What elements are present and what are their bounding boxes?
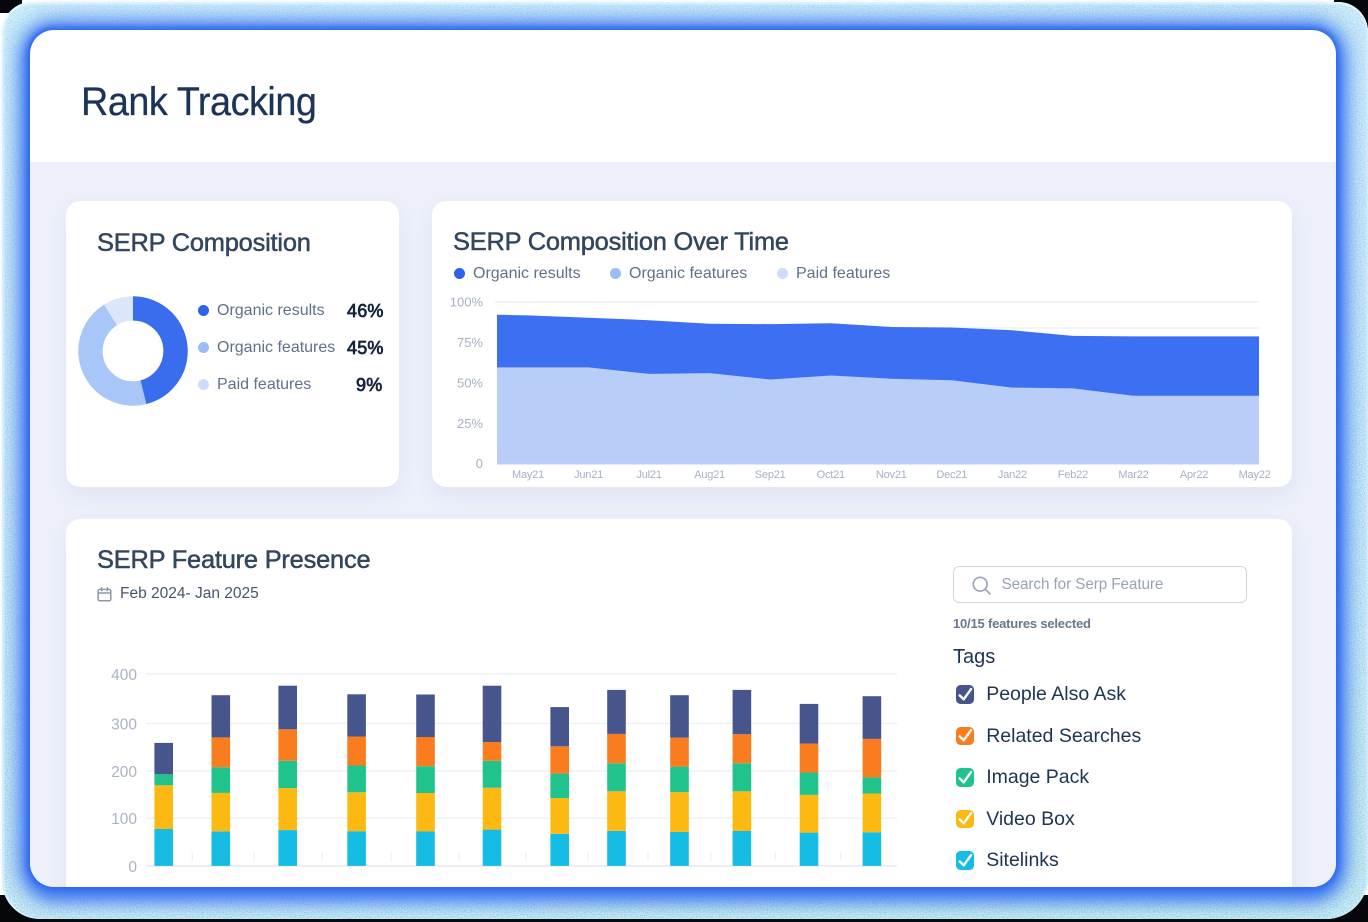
svg-text:Aug21: Aug21 [694,469,725,481]
svg-text:200: 200 [111,764,137,781]
svg-text:May22: May22 [1239,469,1271,481]
svg-text:0: 0 [476,456,483,471]
svg-text:0: 0 [128,859,137,876]
svg-text:300: 300 [111,716,137,733]
svg-text:Dec21: Dec21 [936,469,967,481]
svg-text:Nov21: Nov21 [876,469,907,481]
svg-text:Sep21: Sep21 [755,469,786,481]
svg-text:100: 100 [111,811,137,828]
svg-text:Feb22: Feb22 [1058,469,1088,481]
svg-text:Jun21: Jun21 [574,469,603,481]
svg-text:25%: 25% [457,416,483,431]
svg-text:Mar22: Mar22 [1118,469,1148,481]
svg-text:400: 400 [111,667,137,684]
svg-text:Oct21: Oct21 [817,469,845,481]
svg-text:May21: May21 [512,469,544,481]
svg-text:50%: 50% [457,376,483,391]
svg-text:Jan22: Jan22 [998,469,1027,481]
svg-text:100%: 100% [450,295,484,310]
svg-text:Jul21: Jul21 [636,469,661,481]
svg-text:Apr22: Apr22 [1180,469,1208,481]
svg-text:75%: 75% [457,335,483,350]
